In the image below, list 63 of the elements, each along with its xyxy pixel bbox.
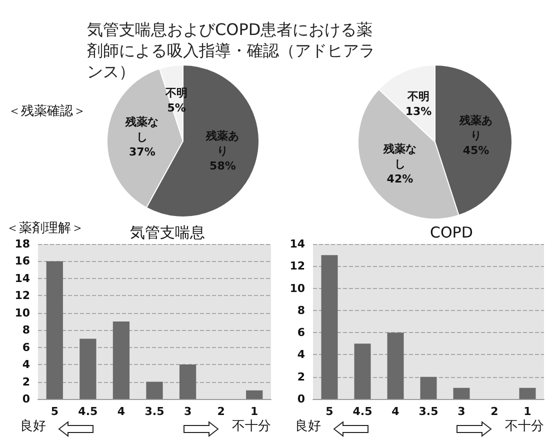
bar bbox=[354, 344, 371, 399]
x-tick-label: 3 bbox=[184, 405, 192, 418]
data-label: 37% bbox=[129, 146, 156, 159]
text: 不十分 bbox=[505, 419, 544, 434]
y-tick-label: 18 bbox=[14, 238, 30, 250]
bar bbox=[179, 364, 196, 399]
bar bbox=[321, 255, 338, 399]
slice-label: 残薬なし bbox=[382, 142, 416, 171]
y-tick-label: 8 bbox=[22, 324, 30, 337]
slice-label: 不明 bbox=[406, 90, 430, 103]
y-tick-label: 2 bbox=[297, 370, 305, 384]
slice-label: 残薬あり bbox=[205, 130, 240, 158]
y-tick-label: 10 bbox=[290, 282, 306, 295]
y-tick-label: 0 bbox=[297, 392, 306, 406]
y-tick-label: 12 bbox=[14, 289, 30, 302]
x-tick-label: 1 bbox=[250, 405, 258, 418]
data-label: 13% bbox=[405, 104, 432, 118]
y-tick-label: 4 bbox=[22, 358, 30, 372]
y-tick-label: 10 bbox=[14, 306, 30, 320]
x-tick-label: 1 bbox=[524, 405, 532, 418]
x-tick-label: 4.5 bbox=[352, 405, 372, 418]
text: 良好 bbox=[20, 419, 46, 434]
bar bbox=[420, 376, 437, 399]
x-tick-label: 3.5 bbox=[144, 405, 164, 418]
bar bbox=[80, 338, 96, 399]
x-tick-label: 5 bbox=[326, 405, 334, 418]
y-tick-label: 6 bbox=[22, 340, 30, 354]
y-tick-label: 8 bbox=[297, 304, 305, 317]
data-label: 42% bbox=[386, 172, 414, 186]
x-tick-label: 3 bbox=[458, 405, 466, 418]
data-label: 45% bbox=[462, 144, 490, 158]
x-tick-label: 4 bbox=[392, 405, 400, 418]
x-tick-label: 4 bbox=[117, 405, 126, 418]
y-tick-label: 16 bbox=[14, 254, 30, 268]
chart-title: COPD bbox=[430, 224, 473, 242]
bar bbox=[519, 388, 536, 399]
x-tick-label: 2 bbox=[490, 405, 498, 418]
y-tick-label: 14 bbox=[290, 238, 306, 250]
bar bbox=[112, 322, 130, 399]
x-tick-label: 4.5 bbox=[78, 405, 98, 418]
x-tick-label: 5 bbox=[50, 405, 58, 418]
x-tick-label: 2 bbox=[217, 405, 225, 418]
text: 不十分 bbox=[232, 419, 271, 434]
y-tick-label: 0 bbox=[22, 392, 30, 406]
chart-title: 気管支喘息およびCOPD患者における薬剤師による吸入指導・確認（アドヒアランス） bbox=[87, 20, 375, 81]
y-tick-label: 12 bbox=[290, 260, 305, 273]
y-tick-label: 14 bbox=[14, 272, 30, 285]
x-tick-label: 3.5 bbox=[418, 405, 438, 418]
bar bbox=[387, 332, 404, 399]
text: 良好 bbox=[295, 419, 321, 434]
chart-title: 気管支喘息 bbox=[130, 224, 205, 242]
text: ＜残薬確認＞ bbox=[8, 104, 86, 119]
data-label: 58% bbox=[210, 160, 236, 173]
slice-label: 残薬なし bbox=[124, 116, 159, 144]
bar bbox=[246, 390, 263, 399]
bar bbox=[453, 388, 470, 399]
y-tick-label: 6 bbox=[297, 326, 306, 340]
bar bbox=[146, 382, 163, 399]
slice-label: 残薬あり bbox=[458, 114, 492, 142]
bar bbox=[46, 261, 63, 399]
text: ＜薬剤理解＞ bbox=[6, 221, 84, 236]
y-tick-label: 4 bbox=[297, 348, 306, 362]
y-tick-label: 2 bbox=[22, 375, 30, 388]
